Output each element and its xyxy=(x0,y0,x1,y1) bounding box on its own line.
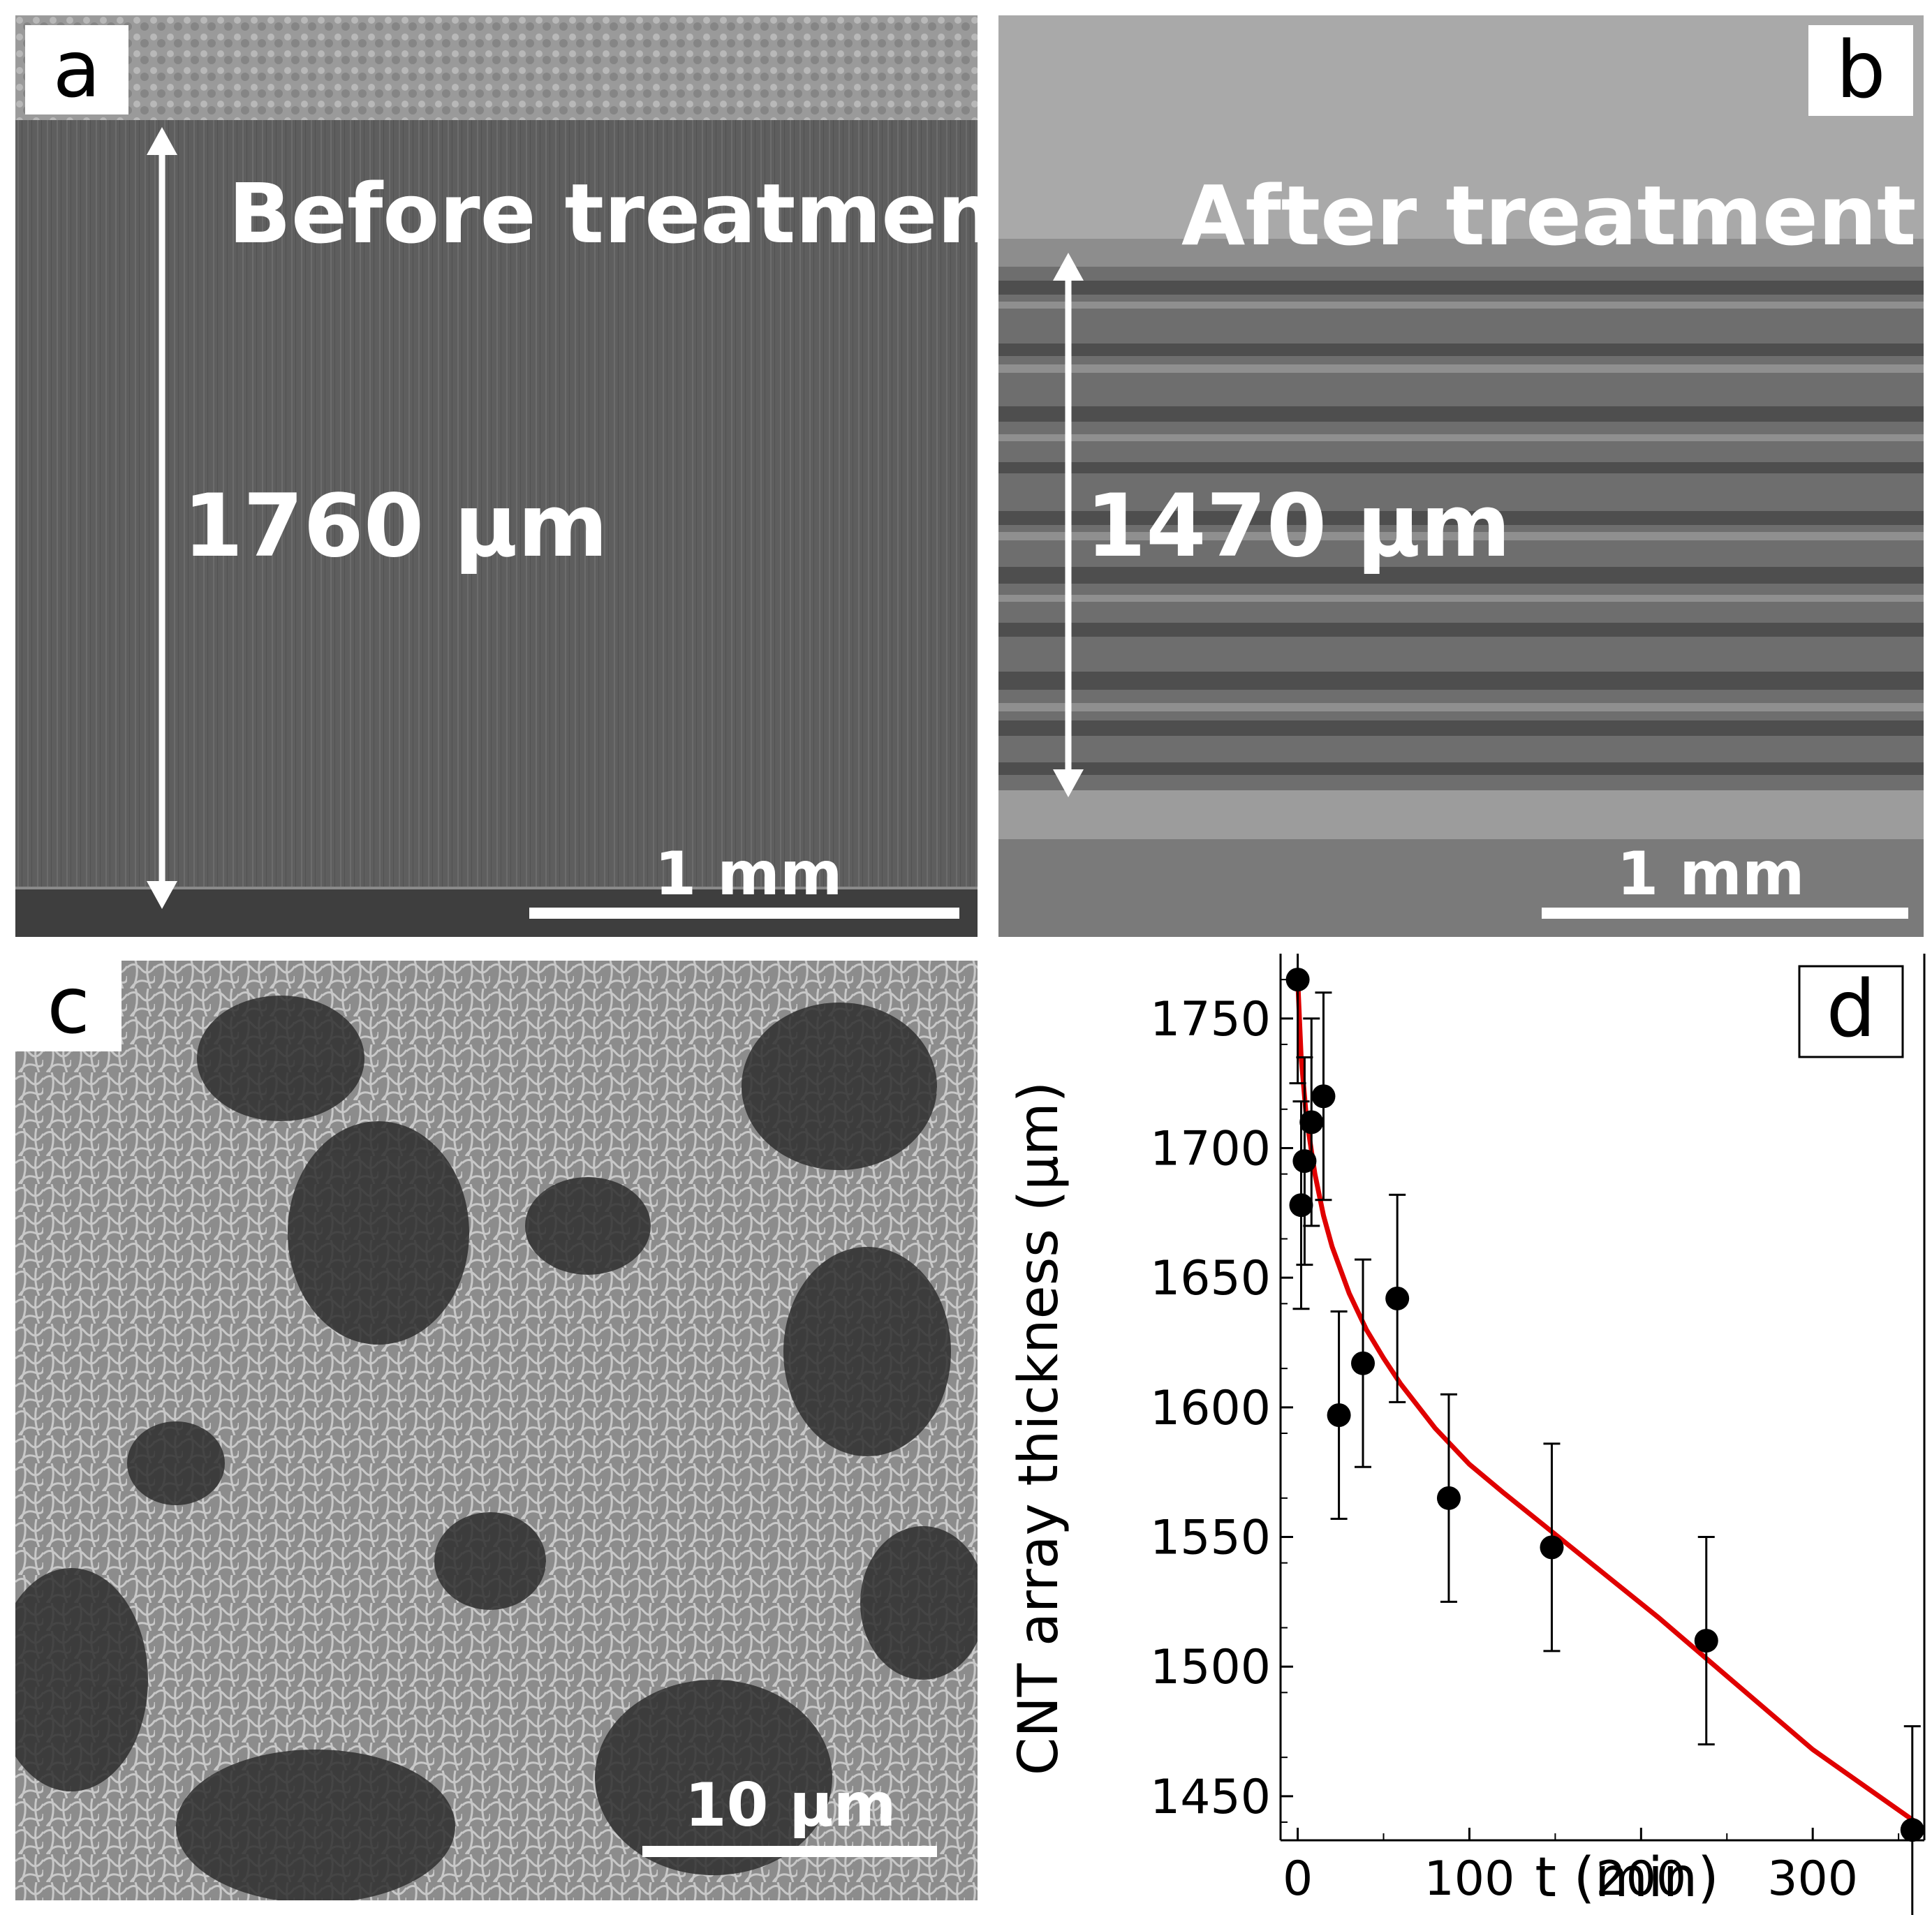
thickness-label-a: 1760 µm xyxy=(183,476,608,577)
data-point xyxy=(1900,1818,1924,1842)
panel-letter-d: d xyxy=(1826,964,1875,1055)
sem-panel-c: c 10 µm xyxy=(15,961,978,1900)
x-axis-title: t (min) xyxy=(1535,1847,1718,1909)
scalebar-a xyxy=(529,908,959,919)
x-tick-label: 300 xyxy=(1767,1851,1858,1907)
caption-before: Before treatment xyxy=(228,165,978,262)
y-tick-label: 1700 xyxy=(1150,1122,1271,1177)
y-tick-label: 1750 xyxy=(1150,992,1271,1047)
scalebar-label-c: 10 µm xyxy=(684,1770,897,1840)
y-tick-label: 1550 xyxy=(1150,1511,1271,1566)
thickness-chart: 1450 1500 1550 1600 1650 1700 1750 0 100 200 300 C… xyxy=(1008,954,1926,1915)
data-point xyxy=(1385,1286,1410,1310)
x-tick-label: 100 xyxy=(1424,1851,1515,1907)
data-point xyxy=(1289,1193,1313,1218)
y-tick-label: 1500 xyxy=(1150,1640,1271,1695)
data-point xyxy=(1285,968,1310,992)
y-tick-label: 1650 xyxy=(1150,1251,1271,1306)
caption-after: After treatment xyxy=(1181,168,1917,264)
panel-letter-b: b xyxy=(1808,25,1913,116)
data-point xyxy=(1694,1629,1718,1653)
data-point xyxy=(1299,1110,1324,1134)
data-point xyxy=(1311,1084,1336,1109)
data-point xyxy=(1327,1403,1351,1427)
y-tick-label: 1450 xyxy=(1150,1770,1271,1825)
thickness-label-b: 1470 µm xyxy=(1086,476,1511,577)
panel-letter-a: a xyxy=(25,25,128,114)
data-point xyxy=(1540,1535,1564,1560)
sem-panel-a: a Before treatment 1760 µm 1 mm xyxy=(15,15,978,937)
thickness-arrow-b xyxy=(1053,253,1084,797)
scalebar-c xyxy=(642,1846,937,1857)
scalebar-b xyxy=(1542,908,1908,919)
sem-image-network xyxy=(15,961,978,1900)
data-point xyxy=(1351,1351,1376,1375)
fit-curve xyxy=(1295,979,1917,1824)
sem-image-after xyxy=(998,15,1924,937)
thickness-arrow-a xyxy=(147,127,177,909)
panel-letter-d-box xyxy=(1798,965,1904,1058)
data-point xyxy=(1436,1486,1461,1510)
y-tick-label: 1600 xyxy=(1150,1381,1271,1436)
sem-panel-b: b After treatment 1470 µm 1 mm xyxy=(998,15,1924,937)
scalebar-label-b: 1 mm xyxy=(1616,839,1805,909)
scalebar-label-a: 1 mm xyxy=(654,839,843,909)
x-tick-label: 0 xyxy=(1283,1851,1313,1907)
y-axis-title: CNT array thickness (µm) xyxy=(1008,1081,1070,1775)
sem-image-before xyxy=(15,15,978,937)
chart-panel-d: 1450 1500 1550 1600 1650 1700 1750 0 100 200 300 C… xyxy=(987,954,1932,1915)
panel-letter-c: c xyxy=(15,961,121,1051)
data-point xyxy=(1292,1149,1317,1174)
x-tick-label: 200 xyxy=(1595,1851,1686,1907)
